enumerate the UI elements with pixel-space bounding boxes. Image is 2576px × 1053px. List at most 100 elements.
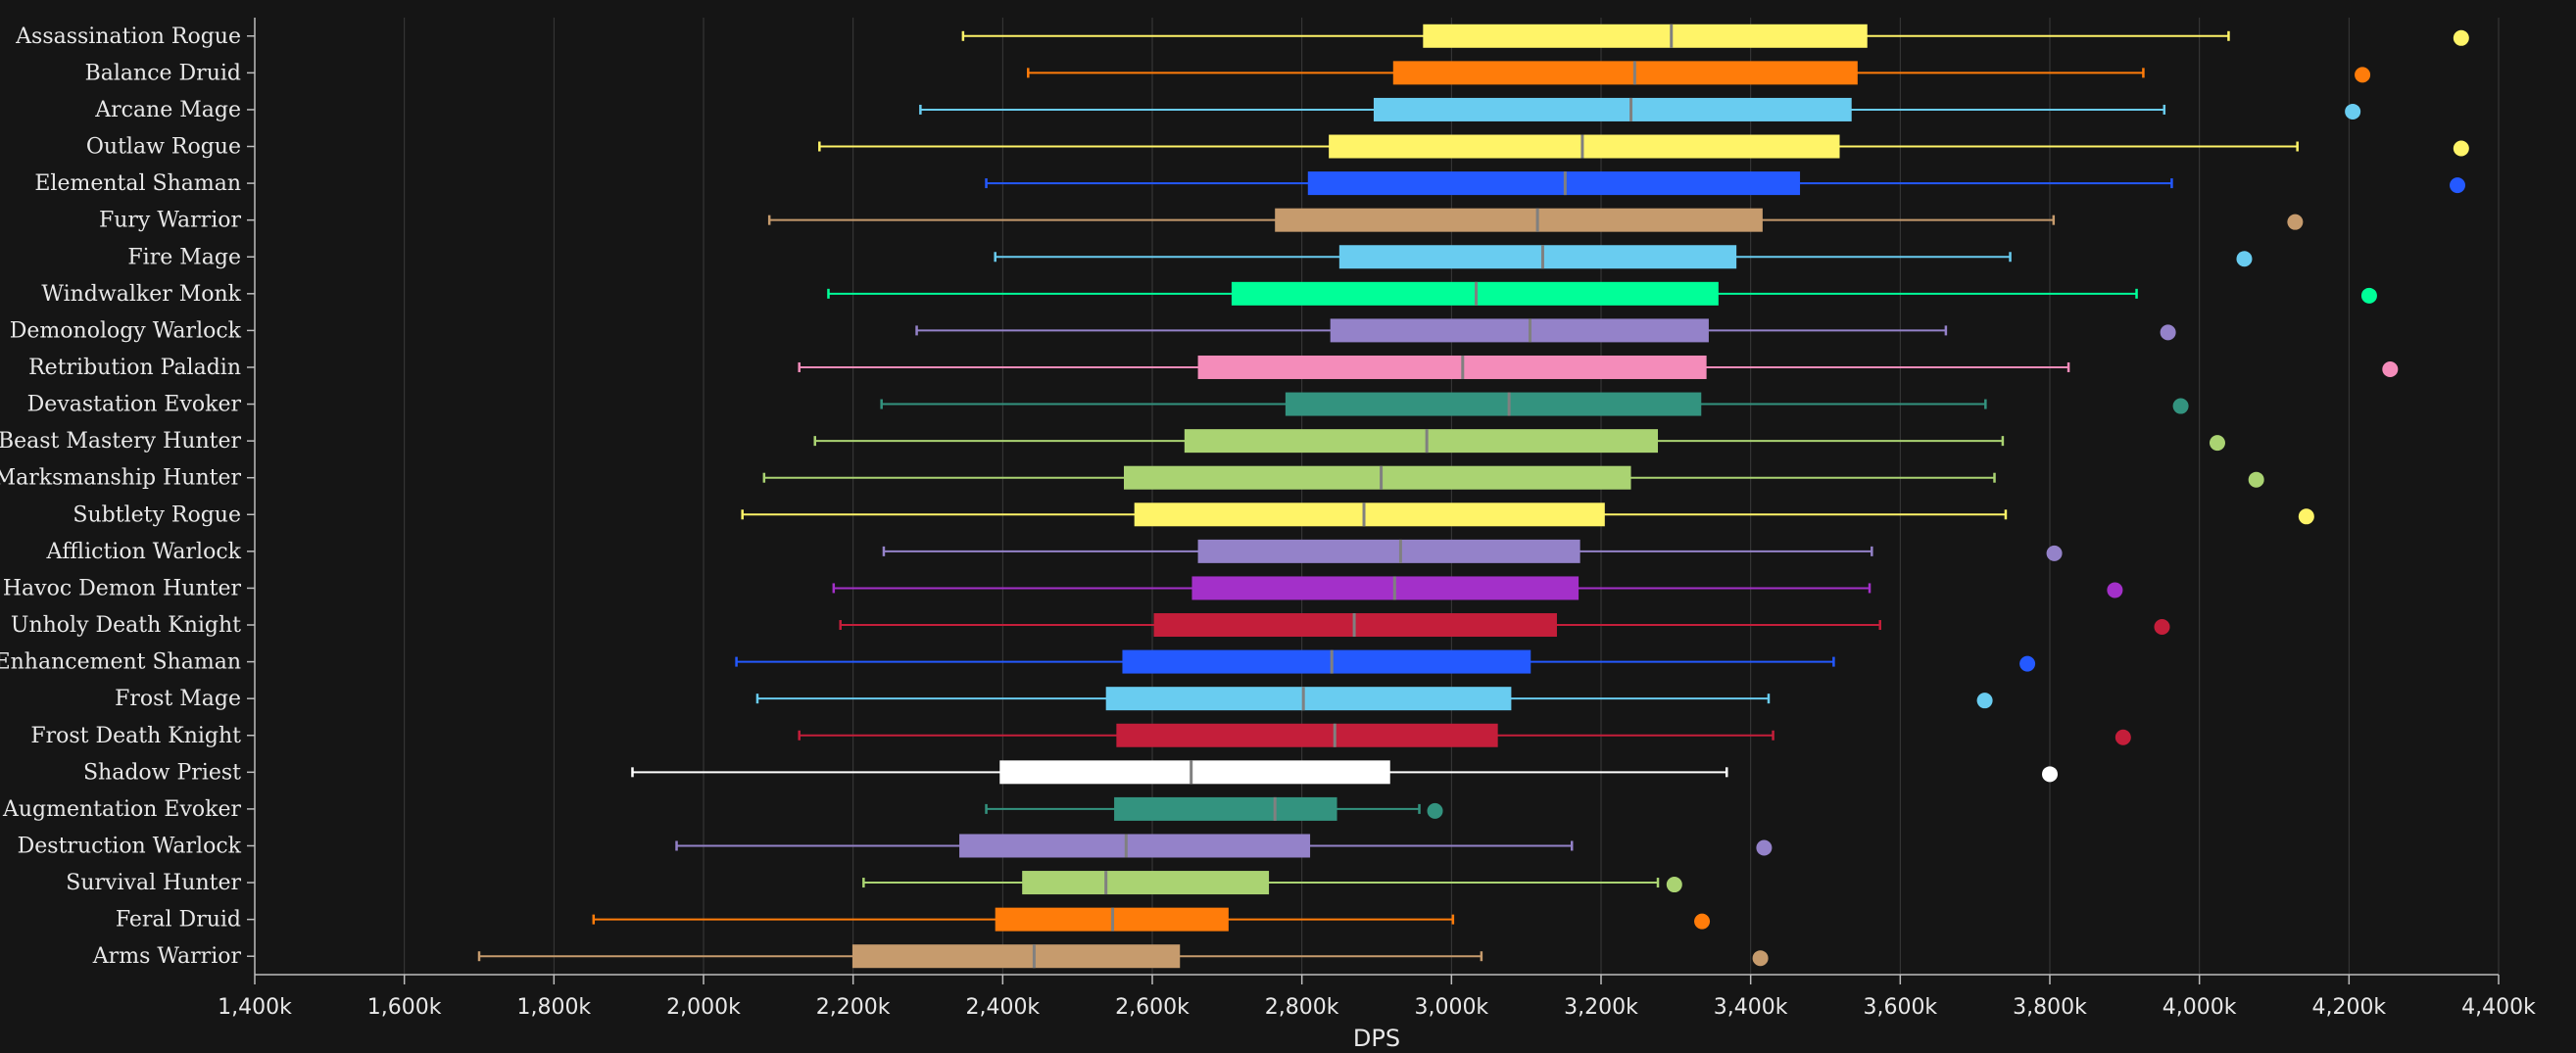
x-tick-label: 3,600k [1863, 995, 1937, 1020]
boxplot-row [915, 318, 2176, 343]
outlier-point [2248, 471, 2264, 488]
outlier-point [2453, 140, 2469, 157]
x-tick-label: 2,400k [965, 995, 1040, 1020]
outlier-point [2154, 619, 2170, 636]
x-tick-label: 3,800k [2013, 995, 2087, 1020]
outlier-point [2209, 435, 2225, 452]
category-label: Outlaw Rogue [86, 135, 241, 160]
x-tick-label: 1,400k [218, 995, 292, 1020]
boxplot-row [827, 281, 2377, 306]
outlier-point [2453, 29, 2469, 46]
boxplot-row [985, 796, 1443, 821]
outlier-point [2355, 67, 2371, 83]
outlier-point [1976, 693, 1993, 709]
category-label: Shadow Priest [83, 760, 241, 785]
x-tick-label: 2,200k [816, 995, 891, 1020]
boxplot-row [832, 576, 2123, 600]
boxplot-row [741, 503, 2314, 527]
iqr-box [1105, 687, 1512, 711]
iqr-box [851, 944, 1181, 969]
category-label: Augmentation Evoker [2, 797, 242, 822]
iqr-box [1275, 208, 1763, 232]
category-label: Destruction Warlock [18, 834, 242, 858]
category-label: Retribution Paladin [28, 356, 241, 380]
x-tick-label: 2,000k [666, 995, 741, 1020]
category-label: Feral Druid [116, 908, 241, 933]
iqr-box [1197, 539, 1580, 563]
outlier-point [1752, 950, 1769, 967]
category-label: Assassination Rogue [15, 24, 241, 49]
outlier-point [1694, 913, 1711, 930]
boxplot-row [839, 613, 2170, 638]
boxplot-row [675, 834, 1773, 858]
outlier-point [2382, 360, 2399, 377]
boxplot-row [994, 245, 2253, 269]
boxplot-row [862, 871, 1682, 895]
category-label: Havoc Demon Hunter [3, 576, 242, 600]
category-labels: Assassination Rogue Balance Druid Arcane M… [0, 24, 242, 969]
x-tick-label: 4,000k [2163, 995, 2237, 1020]
iqr-box [1116, 723, 1498, 747]
iqr-box [1184, 429, 1659, 454]
outlier-point [2236, 251, 2253, 267]
x-tick-label: 4,400k [2461, 995, 2536, 1020]
iqr-box [1122, 649, 1531, 674]
iqr-box [1114, 796, 1337, 821]
category-label: Fire Mage [127, 245, 241, 269]
x-tick-label: 3,000k [1414, 995, 1488, 1020]
boxplot-row [1027, 61, 2371, 85]
iqr-box [1022, 871, 1270, 895]
boxplot-row [755, 687, 1993, 711]
category-label: Frost Mage [115, 687, 241, 711]
boxplot-row [735, 649, 2036, 674]
x-tick-label: 3,200k [1564, 995, 1638, 1020]
category-label: Enhancement Shaman [0, 650, 241, 675]
category-label: Marksmanship Hunter [0, 466, 241, 491]
category-label: Devastation Evoker [27, 393, 242, 417]
outlier-point [2107, 582, 2123, 598]
boxplot-row [880, 392, 2189, 416]
outlier-point [1666, 877, 1682, 893]
boxplot-row [919, 97, 2361, 121]
iqr-box [1197, 355, 1707, 379]
boxplot-row [882, 539, 2063, 563]
category-label: Subtlety Rogue [73, 503, 241, 527]
x-axis-title: DPS [1353, 1025, 1400, 1052]
iqr-box [1373, 97, 1852, 121]
outlier-point [2345, 103, 2361, 120]
outlier-point [2042, 766, 2058, 783]
x-tick-label: 4,200k [2311, 995, 2386, 1020]
outlier-point [1427, 802, 1443, 819]
outlier-point [1756, 839, 1773, 856]
category-label: Fury Warrior [99, 209, 242, 233]
boxplot-row [631, 760, 2058, 785]
outlier-point [2046, 545, 2063, 561]
iqr-box [999, 760, 1390, 785]
iqr-box [1191, 576, 1580, 600]
boxplot-row [961, 24, 2469, 48]
iqr-box [1329, 134, 1840, 159]
iqr-box [1307, 171, 1801, 196]
boxplot-row [477, 944, 1769, 969]
category-label: Windwalker Monk [41, 282, 241, 307]
outlier-point [2160, 324, 2176, 341]
iqr-box [1134, 503, 1605, 527]
category-label: Demonology Warlock [10, 318, 242, 343]
boxplot-row [798, 723, 2131, 747]
x-tick-label: 1,600k [367, 995, 442, 1020]
boxplot-row [818, 134, 2469, 159]
iqr-box [1330, 318, 1709, 343]
x-tick-label: 2,600k [1115, 995, 1190, 1020]
category-label: Beast Mastery Hunter [0, 429, 241, 454]
outlier-point [2019, 655, 2036, 672]
boxplot-row [985, 171, 2466, 196]
outlier-point [2114, 729, 2131, 745]
outlier-point [2450, 177, 2466, 194]
boxplot-series [477, 24, 2469, 969]
category-label: Frost Death Knight [30, 724, 241, 748]
category-label: Balance Druid [85, 61, 241, 85]
boxplot-row [767, 208, 2304, 232]
category-label: Arms Warrior [92, 944, 242, 969]
